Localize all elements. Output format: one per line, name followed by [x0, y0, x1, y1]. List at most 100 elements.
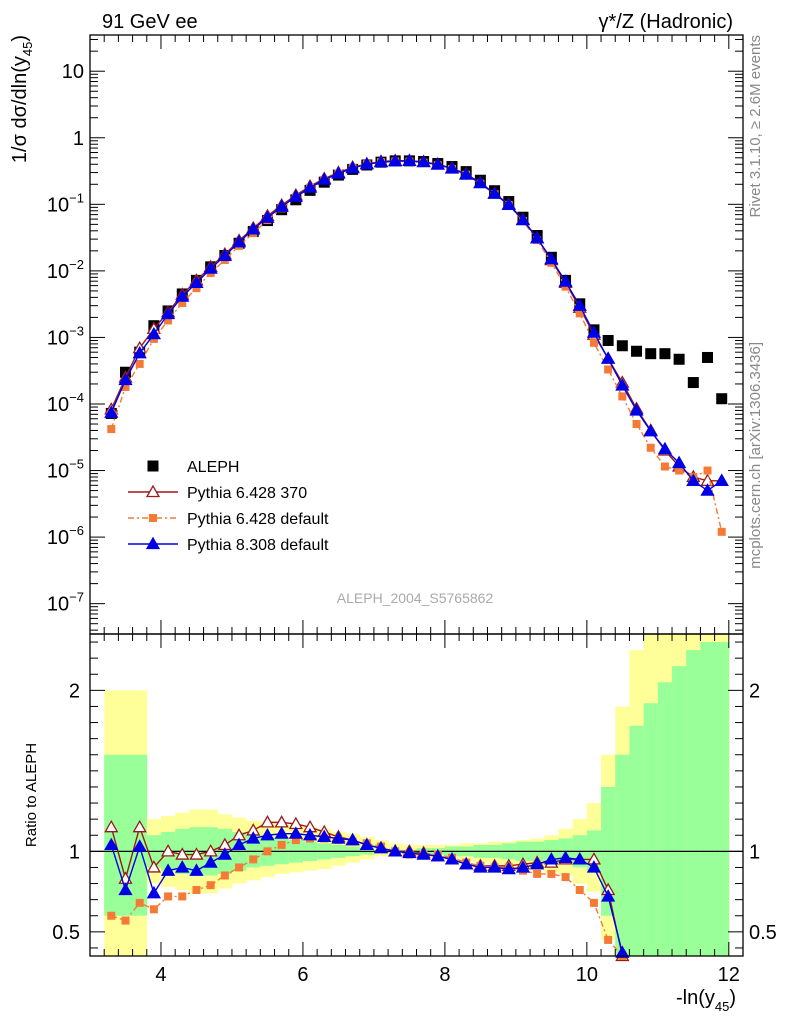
main-point [717, 527, 726, 536]
main-point [104, 405, 119, 418]
ratio-point [274, 826, 289, 839]
ratio-point [547, 869, 556, 878]
ratio-point [132, 819, 147, 833]
main-point [192, 284, 201, 293]
ratio-y-tick-label: 1 [69, 841, 80, 863]
ratio-band-inner [629, 725, 645, 956]
ratio-point [135, 898, 144, 907]
rivet-version-label: Rivet 3.1.10, ≥ 2.6M events [747, 35, 764, 218]
ratio-point [235, 863, 244, 872]
main-series-line [110, 160, 723, 492]
main-point [700, 483, 715, 496]
ratio-point [175, 860, 190, 873]
ratio-point [189, 847, 204, 860]
ratio-point [277, 840, 286, 849]
ratio-point [104, 837, 119, 851]
main-point [288, 189, 303, 202]
y-tick-label-exponent: −6 [69, 523, 84, 538]
main-point [107, 425, 116, 434]
x-axis-title-subscript: 45 [715, 999, 729, 1014]
main-point [444, 161, 460, 174]
main-point [160, 306, 176, 320]
ratio-point [260, 827, 275, 841]
mcplots-label: mcplots.cern.ch [arXiv:1306.3436] [747, 342, 764, 569]
legend-label: Pythia 8.308 default [187, 537, 329, 554]
main-y-axis-title-close: ) [9, 35, 31, 42]
ratio-point [192, 885, 201, 894]
legend-item: Pythia 6.428 370 [128, 484, 307, 502]
y-tick-label-exponent: −4 [69, 390, 84, 405]
main-point [686, 473, 701, 487]
y-tick-label-base: 10 [47, 461, 69, 483]
ratio-point [515, 860, 531, 873]
main-point [317, 172, 332, 185]
legend-label: Pythia 6.428 370 [187, 485, 307, 502]
main-point-aleph [659, 348, 671, 360]
ratio-point [586, 860, 602, 873]
ratio-point [118, 882, 133, 896]
main-point [515, 212, 531, 226]
main-point [189, 275, 204, 289]
y-tick-label-base: 10 [47, 194, 69, 216]
main-point [572, 298, 587, 311]
legend-item: Pythia 6.428 default [128, 511, 329, 528]
legend: ALEPH Pythia 6.428 370 Pythia 6.428 defaul… [128, 459, 329, 554]
x-tick-label: 6 [297, 964, 308, 986]
main-point [416, 154, 431, 168]
ratio-point [416, 847, 431, 860]
ratio-point [345, 832, 360, 846]
main-series-line [110, 160, 723, 532]
ratio-band-inner [672, 666, 687, 956]
main-point [544, 251, 559, 265]
ratio-point [288, 826, 303, 839]
main-point [302, 180, 318, 193]
main-point [402, 153, 417, 166]
y-tick-label: 10−6 [47, 523, 84, 549]
main-point [675, 466, 684, 475]
main-point [618, 392, 627, 401]
analysis-label: ALEPH_2004_S5765862 [337, 590, 494, 606]
y-tick-label: 10−7 [47, 590, 84, 616]
x-axis-title-close: ) [729, 987, 736, 1009]
main-point [604, 365, 613, 374]
ratio-point [175, 847, 190, 860]
main-point [632, 420, 641, 429]
ratio-y-tick-label: 0.5 [52, 922, 80, 944]
y-tick-label-exponent: −1 [69, 190, 84, 205]
y-tick-label-exponent: −2 [69, 257, 84, 272]
main-point-aleph [616, 340, 628, 352]
main-point [203, 261, 218, 274]
main-y-axis-title-subscript: 45 [20, 42, 35, 56]
main-point-aleph [602, 334, 614, 346]
main-point [629, 403, 644, 416]
x-axis-title-text: -ln(y [676, 987, 715, 1009]
ratio-point [260, 815, 275, 828]
ratio-point [146, 885, 162, 899]
ratio-band-inner [643, 703, 659, 956]
ratio-point [388, 844, 403, 857]
y-tick-label: 10−1 [47, 190, 84, 216]
main-point [146, 326, 162, 340]
main-point [459, 167, 474, 180]
ratio-point [444, 852, 460, 865]
ratio-band-inner [700, 642, 716, 956]
y-tick-label: 1 [73, 128, 84, 150]
main-point [260, 210, 275, 223]
ratio-point [604, 935, 613, 944]
main-point [118, 372, 133, 386]
ratio-point [217, 847, 232, 860]
y-tick-label-base: 10 [47, 327, 69, 349]
main-point [331, 166, 346, 179]
ratio-point [459, 856, 474, 870]
ratio-point [402, 845, 417, 859]
legend-marker [149, 514, 157, 522]
main-point [530, 230, 545, 244]
y-tick-label-exponent: −3 [69, 323, 84, 338]
main-series-line [110, 160, 722, 482]
x-tick-label: 12 [718, 964, 740, 986]
y-tick-label-base: 10 [47, 527, 69, 549]
x-tick-label: 10 [576, 964, 598, 986]
ratio-y-tick-label-right: 0.5 [749, 922, 777, 944]
main-point [501, 197, 516, 211]
main-point-aleph [631, 345, 643, 357]
